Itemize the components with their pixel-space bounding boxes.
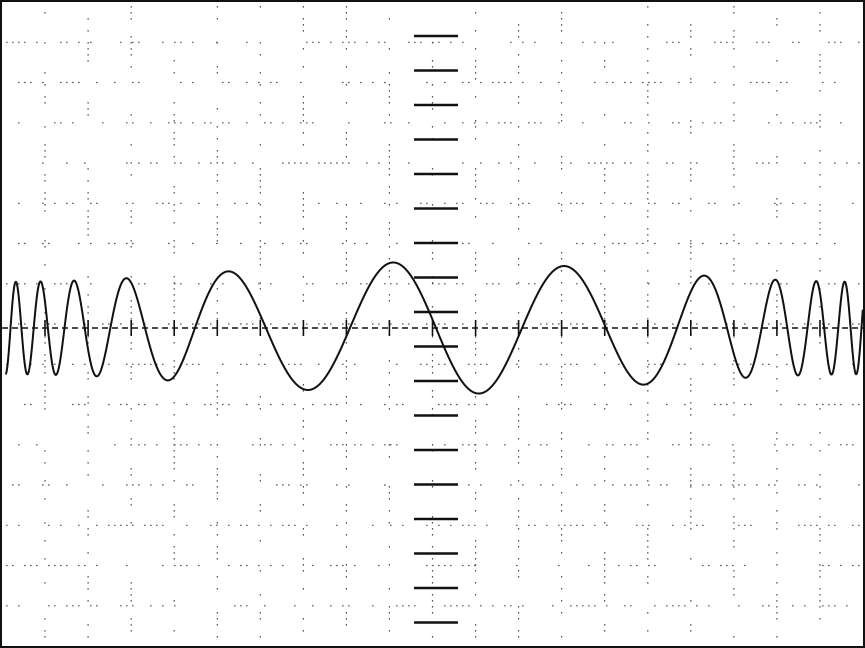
grid-dots	[6, 6, 860, 638]
waveform-trace	[4, 261, 864, 395]
center-axis	[2, 320, 863, 336]
center-scale-ticks	[414, 34, 458, 624]
chirp-waveform	[4, 261, 864, 395]
